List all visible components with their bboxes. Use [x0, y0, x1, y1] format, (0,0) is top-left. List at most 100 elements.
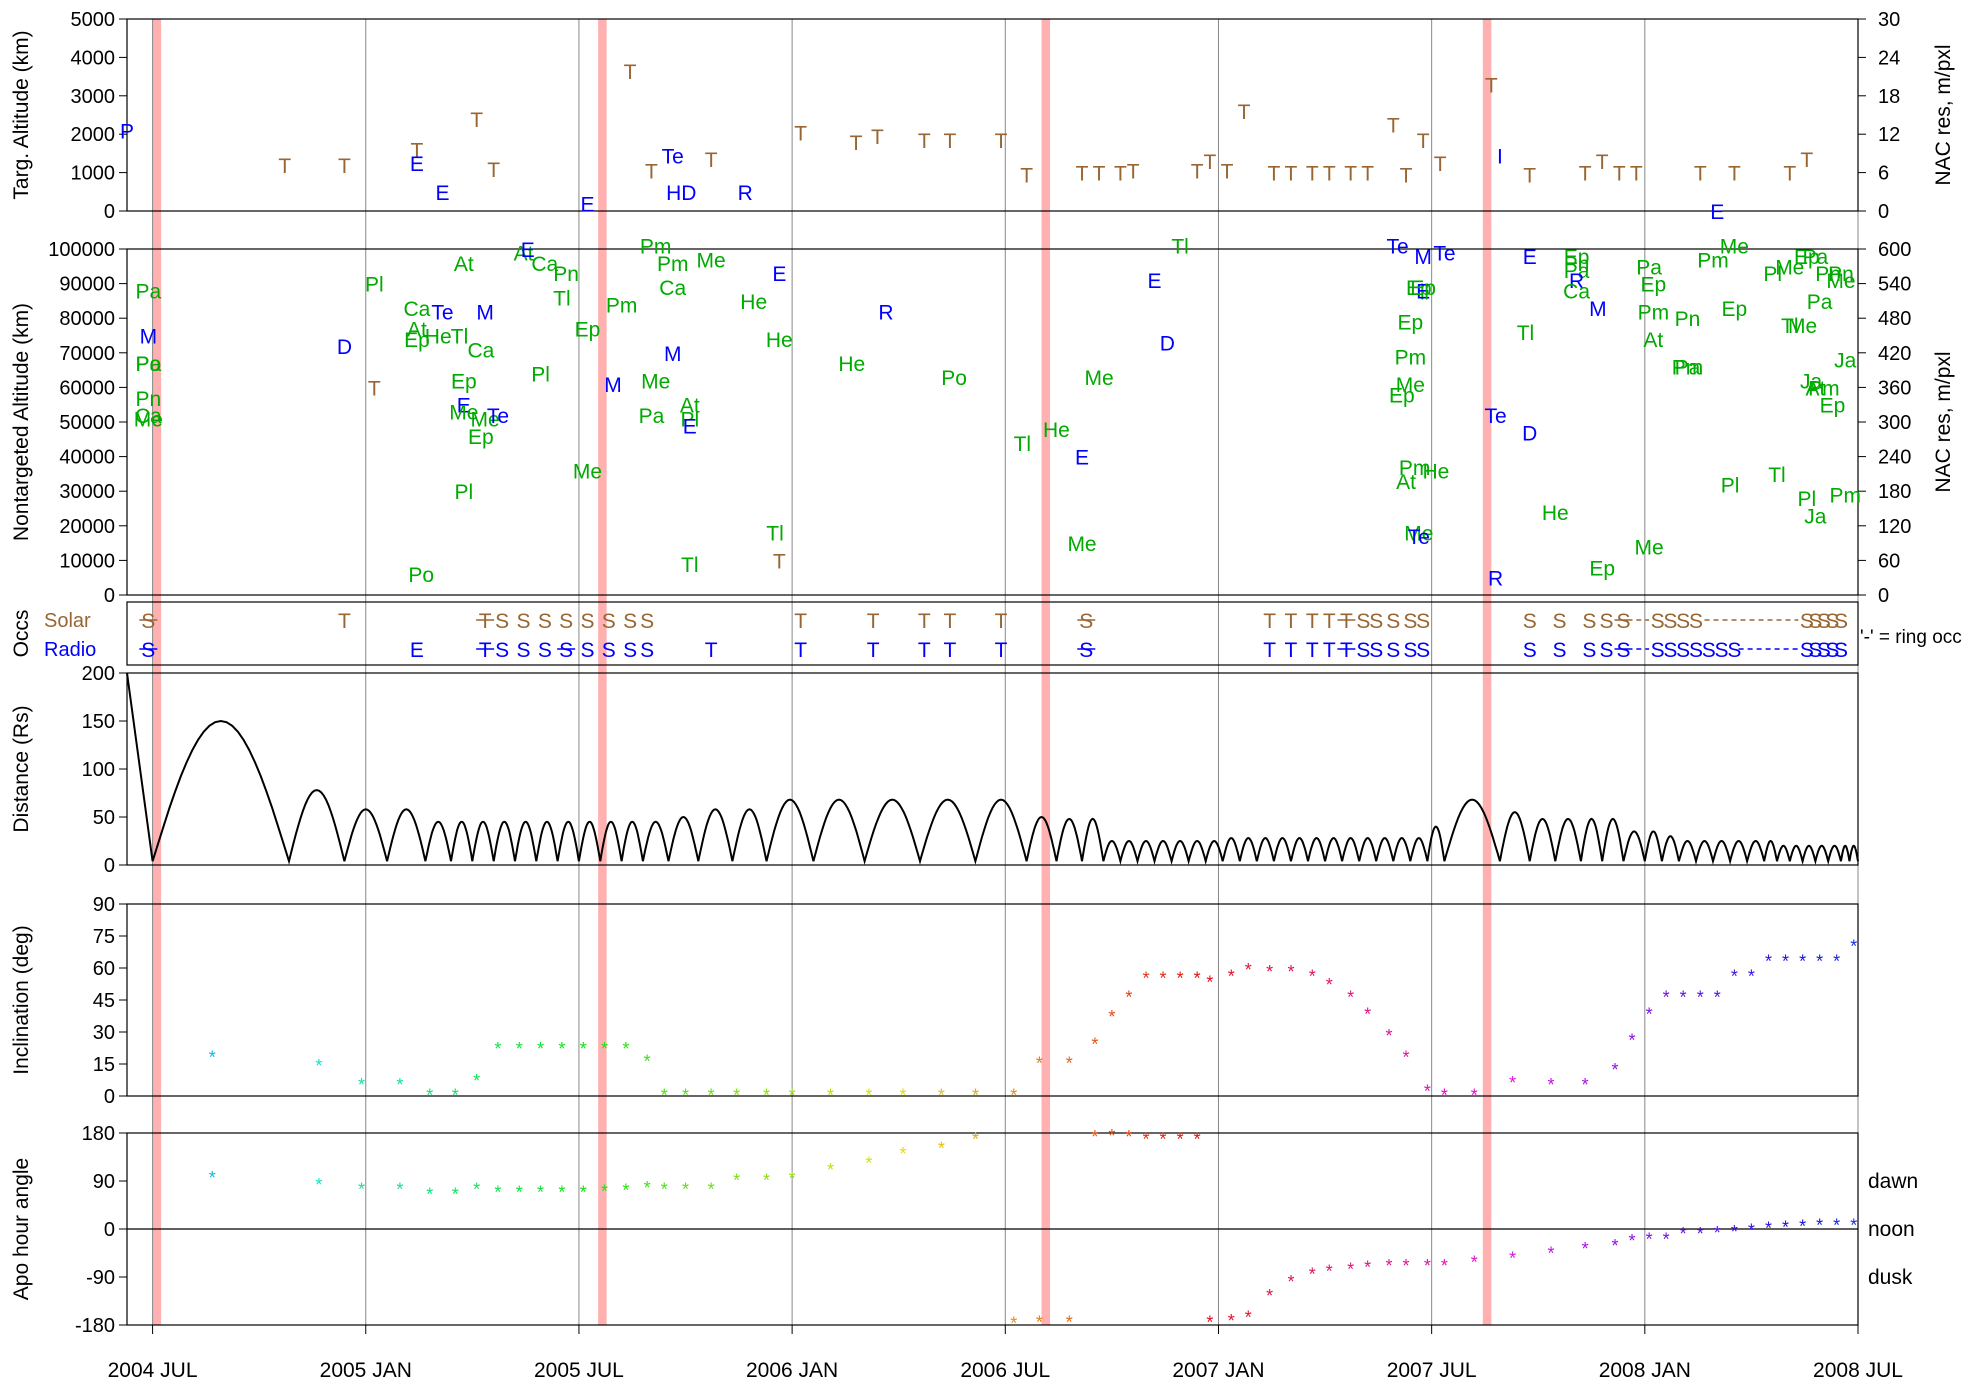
targeted-flyby-label: T: [995, 130, 1008, 153]
x-tick-label: 2008 JUL: [1813, 1359, 1903, 1382]
solar-occ-label: S: [1523, 610, 1537, 633]
nontargeted-flyby-label: Pn: [135, 388, 161, 411]
inclination-point: *: [1424, 1081, 1431, 1101]
nontargeted-flyby-label: E: [683, 415, 697, 438]
hour-angle-point: *: [789, 1169, 796, 1189]
radio-occ-label: S: [141, 639, 155, 662]
nontargeted-flyby-label: Pm: [1399, 457, 1431, 480]
panel-frame: [126, 18, 1859, 212]
hour-angle-point: *: [426, 1185, 433, 1205]
nontargeted-flyby-label: At: [514, 242, 534, 265]
nontargeted-flyby-label: Ca: [1563, 281, 1590, 304]
inclination-point: *: [1441, 1086, 1448, 1106]
hour-angle-annotation: noon: [1868, 1218, 1915, 1241]
inclination-point: *: [1471, 1086, 1478, 1106]
hour-angle-point: *: [1309, 1265, 1316, 1285]
nontargeted-flyby-label: R: [1488, 568, 1503, 591]
solar-occ-label: S: [1599, 610, 1613, 633]
radio-occ-label: S: [1599, 639, 1613, 662]
inclination-point: *: [1125, 988, 1132, 1008]
targeted-flyby-label: T: [1323, 163, 1336, 186]
radio-occ-label: T: [867, 639, 880, 662]
solar-occ-label: S: [1808, 610, 1822, 633]
hour-angle-point: *: [209, 1168, 216, 1188]
hour-angle-point: *: [1036, 1313, 1043, 1333]
targeted-flyby-label: T: [1267, 163, 1280, 186]
nontargeted-flyby-label: Pa: [1807, 291, 1833, 314]
nontargeted-flyby-label: R: [878, 301, 893, 324]
conjunction-band: [1482, 19, 1492, 1325]
radio-row-label: Radio: [44, 639, 96, 661]
solar-occ-label: T: [1323, 610, 1336, 633]
nontargeted-flyby-label: At: [1643, 329, 1663, 352]
nontargeted-flyby-label: Po: [135, 353, 161, 376]
hour-angle-point: *: [1386, 1256, 1393, 1276]
y-tick-label: 90000: [59, 274, 115, 296]
nontargeted-flyby-label: Ep: [1564, 246, 1590, 269]
inclination-point: *: [537, 1039, 544, 1059]
radio-occ-label: S: [602, 639, 616, 662]
targeted-flyby-label: T: [1344, 163, 1357, 186]
inclination-point: *: [1611, 1060, 1618, 1080]
solar-occ-label: T: [479, 610, 492, 633]
hour-angle-point: *: [661, 1179, 668, 1199]
nontargeted-flyby-label: Pa: [1675, 357, 1701, 380]
hour-angle-point: *: [1646, 1229, 1653, 1249]
targeted-flyby-label: T: [871, 126, 884, 149]
y-tick-label: 200: [82, 663, 115, 685]
targeted-flyby-label: T: [943, 130, 956, 153]
nontargeted-flyby-label: Me: [471, 409, 500, 432]
y-tick-label: 600: [1878, 239, 1911, 261]
solar-occ-label: S: [1403, 610, 1417, 633]
hour-angle-point: *: [1160, 1130, 1167, 1150]
hour-angle-point: *: [452, 1185, 459, 1205]
hour-angle-point: *: [1287, 1272, 1294, 1292]
targeted-flyby-label: T: [794, 122, 807, 145]
nontargeted-flyby-label: M: [604, 374, 622, 397]
hour-angle-point: *: [1245, 1307, 1252, 1327]
inclination-point: *: [1066, 1054, 1073, 1074]
targeted-flyby-label: E: [410, 153, 424, 176]
targeted-flyby-label: P: [120, 120, 134, 143]
solar-occ-label: S: [538, 610, 552, 633]
hour-angle-point: *: [1629, 1231, 1636, 1251]
solar-occ-label: S: [559, 610, 573, 633]
hour-angle-point: *: [1091, 1127, 1098, 1147]
hour-angle-point: *: [1548, 1243, 1555, 1263]
targeted-flyby-label: T: [1485, 74, 1498, 97]
nontargeted-flyby-label: Ep: [1589, 557, 1615, 580]
targeted-flyby-label: T: [1361, 163, 1374, 186]
y-tick-label: 0: [104, 585, 115, 607]
radio-occ-label: S: [1553, 639, 1567, 662]
nontargeted-flyby-label: Me: [1634, 537, 1663, 560]
nontargeted-flyby-label: Te: [431, 301, 453, 324]
nontargeted-flyby-label: E: [1416, 281, 1430, 304]
vertical-gridlines: [152, 19, 1859, 1325]
nontargeted-flyby-label: Ja: [1834, 350, 1857, 373]
targeted-flyby-label: T: [1285, 163, 1298, 186]
nontargeted-flyby-label: T: [773, 550, 786, 573]
nontargeted-flyby-label: D: [337, 336, 352, 359]
inclination-point: *: [865, 1086, 872, 1106]
targeted-flyby-label: T: [1114, 163, 1127, 186]
nontargeted-flyby-label: Pl: [1721, 474, 1740, 497]
nontargeted-flyby-label: Ep: [1641, 274, 1667, 297]
nontargeted-flyby-label: Me: [449, 402, 478, 425]
y-tick-label: 6: [1878, 163, 1889, 185]
solar-occ-label: S: [1416, 610, 1430, 633]
radio-occ-label: S: [1386, 639, 1400, 662]
y-tick-label: 30: [93, 1022, 115, 1044]
targeted-flyby-label: T: [470, 109, 483, 132]
inclination-point: *: [1629, 1030, 1636, 1050]
targeted-flyby-label: T: [1076, 163, 1089, 186]
inclination-point: *: [558, 1039, 565, 1059]
nontargeted-flyby-label: D: [1522, 422, 1537, 445]
nontargeted-flyby-label: Te: [487, 405, 509, 428]
targeted-flyby-label: T: [1613, 163, 1626, 186]
nontargeted-flyby-label: Po: [408, 564, 434, 587]
inclination-point: *: [1266, 962, 1273, 982]
hour-angle-point: *: [1108, 1126, 1115, 1146]
y-tick-label: 45: [93, 990, 115, 1012]
inclination-point: *: [580, 1039, 587, 1059]
